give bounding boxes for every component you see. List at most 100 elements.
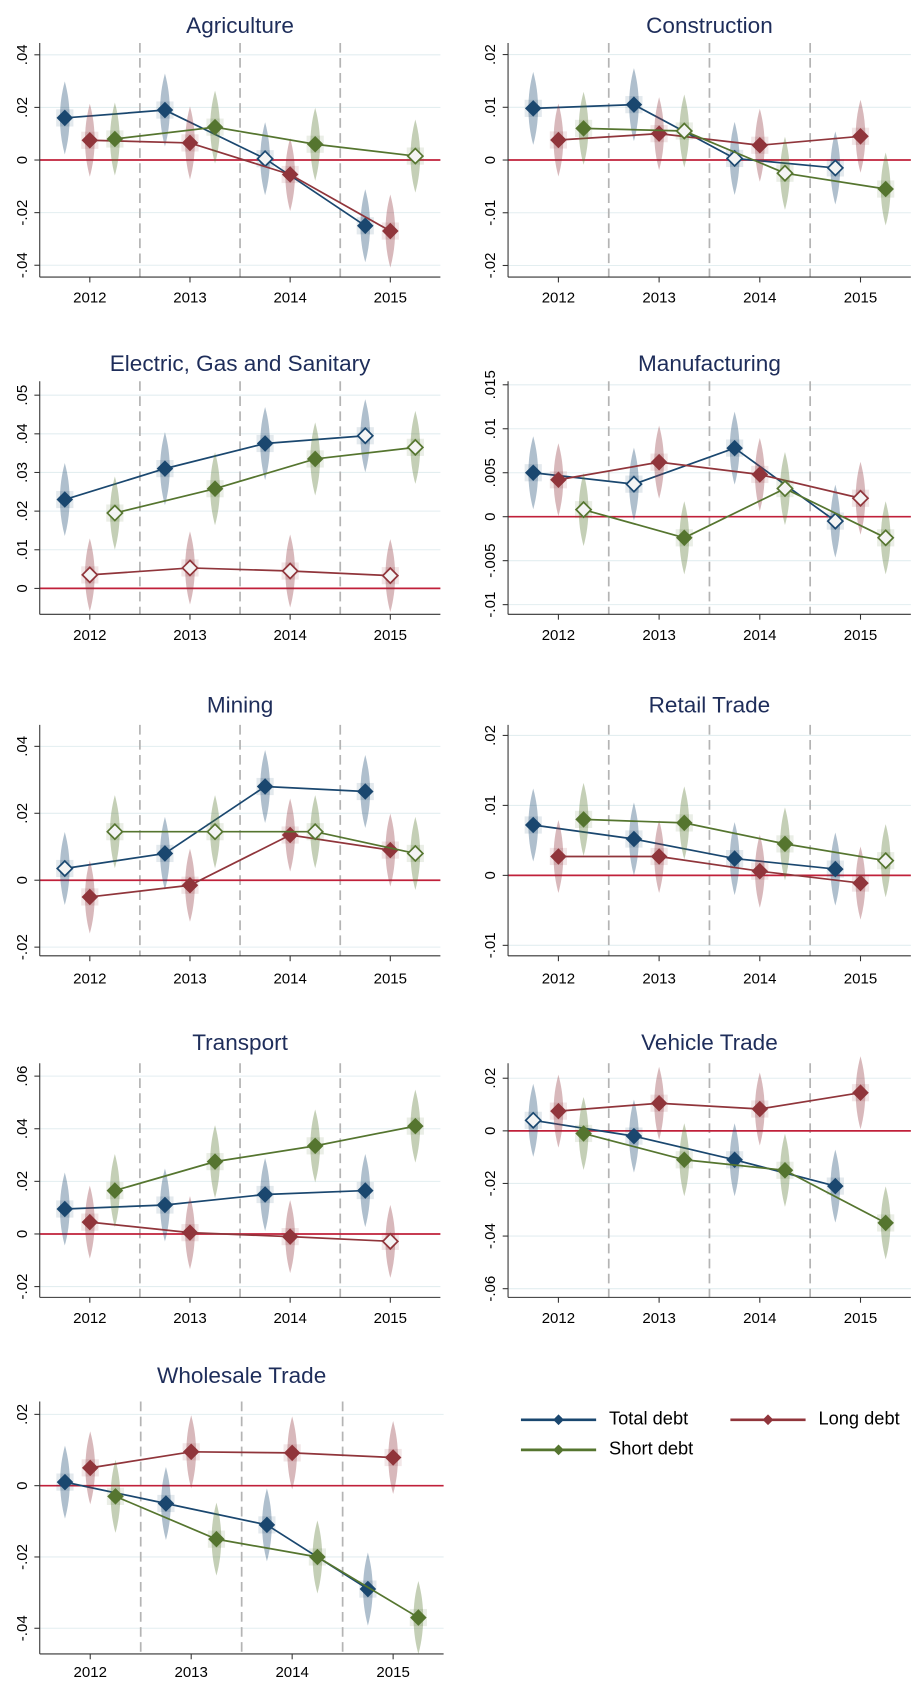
- x-tick-label: 2013: [173, 1310, 206, 1327]
- point: [306, 1137, 324, 1155]
- point: [550, 1102, 567, 1120]
- point: [281, 166, 299, 183]
- point: [751, 862, 769, 880]
- x-tick-label: 2013: [642, 1310, 675, 1327]
- x-tick-label: 2012: [542, 627, 575, 644]
- point: [410, 1609, 427, 1626]
- series-line: [583, 487, 887, 539]
- point: [852, 128, 869, 145]
- x-tick-label: 2013: [642, 970, 675, 987]
- point: [575, 811, 592, 828]
- point: [625, 830, 643, 848]
- point: [726, 850, 743, 867]
- series-line: [89, 567, 391, 577]
- y-tick-label: -.02: [14, 934, 31, 960]
- series-line: [89, 834, 391, 898]
- y-tick-label: .04: [14, 44, 31, 65]
- point: [356, 783, 374, 800]
- point: [107, 1488, 124, 1505]
- y-tick-label: -.06: [482, 1276, 499, 1302]
- x-tick-label: 2013: [642, 290, 675, 307]
- point: [406, 844, 425, 863]
- point: [524, 816, 542, 834]
- legend-marker: [762, 1414, 774, 1426]
- y-tick-label: .04: [14, 1118, 31, 1139]
- point: [181, 559, 199, 577]
- point: [676, 529, 693, 547]
- point: [306, 135, 324, 153]
- point: [877, 180, 894, 198]
- point: [407, 1117, 424, 1135]
- point: [283, 1444, 301, 1462]
- point: [356, 427, 375, 445]
- point: [181, 1224, 199, 1241]
- point: [406, 147, 425, 165]
- point: [852, 1084, 869, 1101]
- legend-label: Short debt: [609, 1438, 693, 1459]
- x-tick-label: 2012: [73, 970, 106, 987]
- y-tick-label: .02: [482, 44, 499, 65]
- y-tick-label: .015: [482, 370, 499, 399]
- point: [726, 439, 743, 457]
- series-line: [64, 1189, 366, 1210]
- series-line: [114, 446, 416, 514]
- point: [751, 466, 769, 483]
- point: [81, 1459, 99, 1477]
- x-tick-label: 2013: [173, 970, 206, 987]
- y-tick-label: .04: [14, 736, 31, 757]
- y-tick-label: -.01: [482, 932, 499, 958]
- point: [281, 1228, 299, 1245]
- point: [56, 1473, 74, 1491]
- point: [826, 159, 845, 177]
- y-tick-label: 0: [14, 1481, 31, 1489]
- point: [776, 835, 794, 853]
- y-tick-label: .02: [482, 725, 499, 746]
- y-tick-label: -.02: [482, 253, 499, 279]
- point: [56, 1200, 74, 1218]
- point: [206, 118, 224, 136]
- series-line: [89, 1221, 391, 1243]
- panel-title: Vehicle Trade: [641, 1030, 778, 1055]
- point: [676, 1151, 693, 1169]
- point: [106, 1182, 124, 1199]
- y-tick-label: 0: [482, 156, 499, 164]
- point: [281, 562, 299, 580]
- panel-title: Retail Trade: [649, 693, 771, 718]
- series-line: [533, 824, 836, 870]
- series-line: [114, 126, 416, 157]
- point: [306, 450, 324, 468]
- point: [359, 1580, 377, 1598]
- y-tick-label: 0: [14, 584, 31, 592]
- series-line: [64, 434, 366, 501]
- point: [208, 1530, 225, 1548]
- point: [675, 122, 694, 140]
- y-tick-label: .02: [14, 1404, 31, 1425]
- point: [256, 1186, 274, 1203]
- point: [381, 566, 400, 585]
- series-line: [64, 785, 366, 870]
- y-tick-label: -.04: [14, 1615, 31, 1641]
- point: [81, 566, 99, 584]
- y-tick-label: .05: [14, 385, 31, 406]
- y-tick-label: .02: [14, 1171, 31, 1192]
- series-line: [89, 139, 391, 232]
- x-tick-label: 2014: [273, 627, 306, 644]
- point: [852, 874, 869, 892]
- legend-label: Total debt: [609, 1408, 688, 1429]
- point: [384, 1449, 402, 1466]
- y-tick-label: -.04: [14, 252, 31, 278]
- x-tick-label: 2015: [844, 1310, 877, 1327]
- series-line: [583, 1132, 887, 1224]
- point: [650, 848, 668, 865]
- point: [726, 1151, 743, 1169]
- point: [625, 96, 643, 113]
- x-tick-label: 2014: [273, 970, 306, 987]
- panel-title: Agriculture: [186, 13, 294, 38]
- y-tick-label: -.01: [482, 592, 499, 618]
- x-tick-label: 2014: [273, 1310, 306, 1327]
- point: [725, 149, 744, 168]
- panel-title: Construction: [646, 13, 773, 38]
- point: [625, 475, 643, 493]
- x-tick-label: 2015: [844, 627, 877, 644]
